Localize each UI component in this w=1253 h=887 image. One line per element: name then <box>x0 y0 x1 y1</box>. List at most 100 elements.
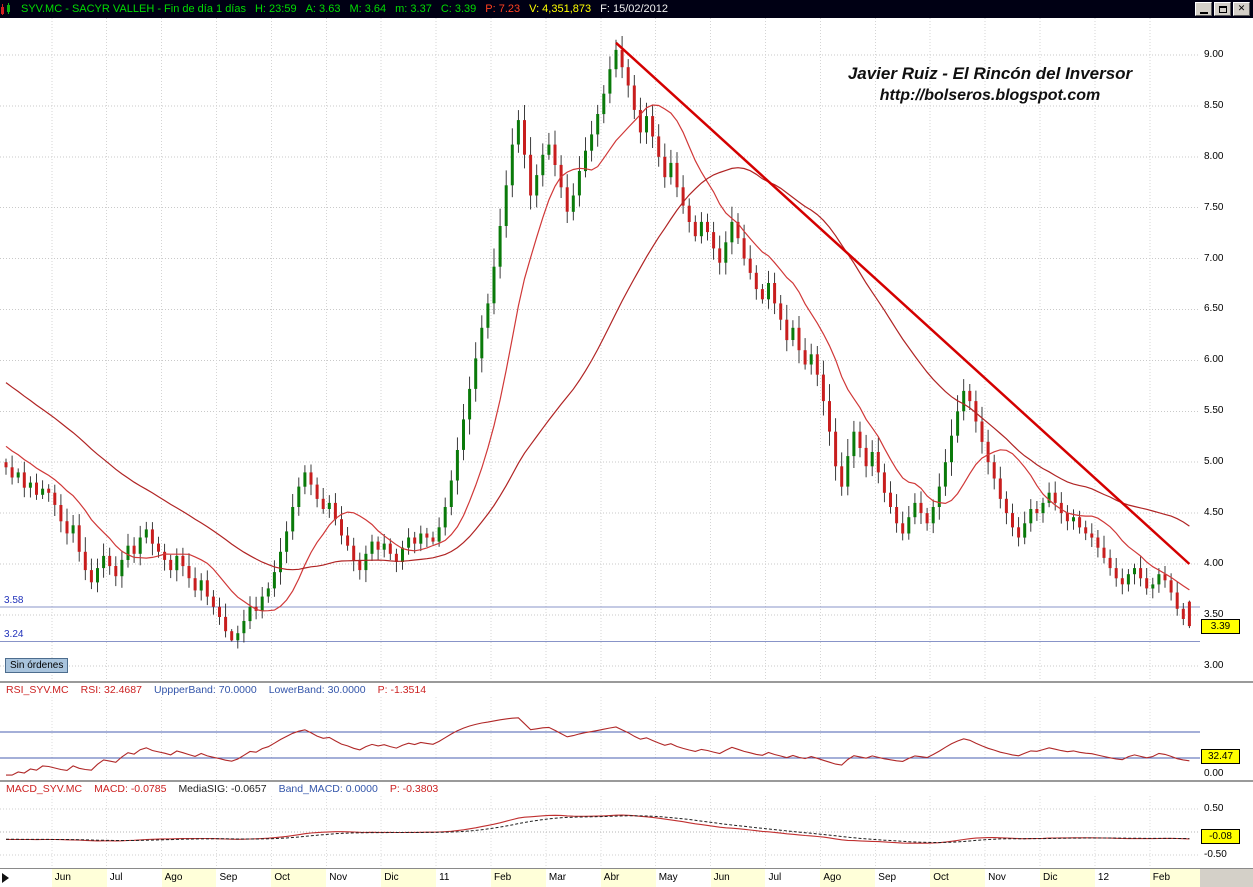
app-icon <box>1 2 16 16</box>
month-label: Jun <box>713 872 730 883</box>
title-segment: M: 3.64 <box>349 3 387 15</box>
month-cell <box>655 869 711 887</box>
macd-axis-label-lower: -0.50 <box>1204 849 1227 860</box>
window-controls: ✕ <box>1195 2 1250 16</box>
month-cell <box>0 869 52 887</box>
price-tick-label: 4.50 <box>1204 507 1224 518</box>
month-cell <box>875 869 931 887</box>
rsi-value-box: 32.47 <box>1201 749 1240 764</box>
time-axis-separator <box>0 868 1253 869</box>
rsi-plot[interactable] <box>0 697 1200 780</box>
price-axis[interactable]: 9.00 8.50 8.00 7.50 7.00 6.50 6.00 5.50 5.00 4.50… <box>1200 18 1253 681</box>
header-segment: LowerBand: 30.0000 <box>268 684 366 696</box>
month-cell <box>545 869 601 887</box>
month-cell <box>381 869 437 887</box>
titlebar[interactable]: SYV.MC - SACYR VALLEH - Fin de día 1 día… <box>0 0 1253 18</box>
header-segment: Band_MACD: 0.0000 <box>278 783 378 795</box>
month-cell <box>710 869 766 887</box>
minimize-icon <box>1199 11 1208 14</box>
title-segment: m: 3.37 <box>395 3 432 15</box>
month-label: Jul <box>109 872 123 883</box>
month-label: Jul <box>768 872 782 883</box>
restore-button[interactable] <box>1214 2 1231 16</box>
price-tick-label: 8.50 <box>1204 100 1224 111</box>
month-cell <box>491 869 546 887</box>
title-segment: SYV.MC - SACYR VALLEH - Fin de día 1 día… <box>21 3 246 15</box>
month-cell <box>106 869 162 887</box>
scroll-arrow-icon[interactable] <box>2 873 9 883</box>
rsi-header: RSI_SYV.MC RSI: 32.4687 UppperBand: 70.000… <box>6 684 438 696</box>
title-segment: C: 3.39 <box>440 3 477 15</box>
title-segment: F: 15/02/2012 <box>600 3 669 15</box>
annotation-url: http://bolseros.blogspot.com <box>879 87 1101 104</box>
title-segment: H: 23:59 <box>254 3 297 15</box>
rsi-axis-label: 0.00 <box>1204 768 1224 779</box>
up-candles <box>16 49 1161 641</box>
price-tick-label: 7.50 <box>1204 202 1224 213</box>
month-label: Sep <box>219 872 238 883</box>
month-label: Nov <box>988 872 1006 883</box>
month-cell <box>820 869 876 887</box>
month-cell <box>161 869 217 887</box>
month-label: Feb <box>1152 872 1171 883</box>
macd-signal-line <box>6 815 1190 843</box>
month-label: Nov <box>329 872 348 883</box>
main-chart-panel: Javier Ruiz - El Rincón del Inversor htt… <box>0 18 1253 681</box>
header-segment: RSI_SYV.MC <box>6 684 69 696</box>
no-orders-button[interactable]: Sin órdenes <box>5 658 69 673</box>
month-label: 12 <box>1097 872 1110 883</box>
month-label: Mar <box>548 872 567 883</box>
price-tick-label: 7.00 <box>1204 253 1224 264</box>
title-segment: A: 3.63 <box>305 3 341 15</box>
month-cell <box>600 869 656 887</box>
trendline <box>615 41 1191 565</box>
month-label: Oct <box>933 872 949 883</box>
support-level-label-358: 3.58 <box>4 595 24 606</box>
month-label: 11 <box>439 872 450 883</box>
month-label: Sep <box>878 872 897 883</box>
restore-icon <box>1218 5 1227 13</box>
minimize-button[interactable] <box>1195 2 1212 16</box>
macd-plot[interactable] <box>0 796 1200 868</box>
header-segment: P: -0.3803 <box>389 783 439 795</box>
month-cell <box>1094 869 1150 887</box>
macd-value-box: -0.08 <box>1201 829 1240 844</box>
month-label: May <box>658 872 678 883</box>
month-label: Abr <box>603 872 620 883</box>
price-tick-label: 5.50 <box>1204 405 1224 416</box>
price-tick-label: 9.00 <box>1204 49 1224 60</box>
month-label: Ago <box>823 872 842 883</box>
month-label: Ago <box>164 872 183 883</box>
month-cell <box>271 869 327 887</box>
rsi-splitter[interactable] <box>0 681 1253 683</box>
close-button[interactable]: ✕ <box>1233 2 1250 16</box>
macd-axis-label-upper: 0.50 <box>1204 803 1224 814</box>
last-price-box: 3.39 <box>1201 619 1240 634</box>
month-cell <box>985 869 1040 887</box>
rsi-axis: 32.47 0.00 <box>1200 683 1253 780</box>
header-segment: P: -1.3514 <box>377 684 427 696</box>
candlestick-plot[interactable] <box>0 18 1200 681</box>
rsi-line <box>6 717 1190 776</box>
annotation-author: Javier Ruiz - El Rincón del Inversor <box>847 64 1133 83</box>
header-segment: RSI: 32.4687 <box>80 684 142 696</box>
macd-splitter[interactable] <box>0 780 1253 782</box>
month-cell <box>216 869 272 887</box>
candles-icon <box>1 2 10 15</box>
month-cell <box>326 869 382 887</box>
rsi-panel: RSI_SYV.MC RSI: 32.4687 UppperBand: 70.000… <box>0 683 1253 780</box>
month-cell <box>765 869 821 887</box>
time-axis[interactable]: Jun Jul Ago Sep Oct Nov Dic 11 Feb Mar Abr May Jun Ju… <box>0 869 1253 887</box>
header-segment: MACD_SYV.MC <box>6 783 83 795</box>
month-cell <box>1040 869 1095 887</box>
moving-average-line <box>5 104 1190 612</box>
month-cell <box>1149 869 1200 887</box>
price-tick-label: 6.00 <box>1204 354 1224 365</box>
price-tick-label: 8.00 <box>1204 151 1224 162</box>
price-tick-label: 4.00 <box>1204 558 1224 569</box>
header-segment: UppperBand: 70.0000 <box>153 684 257 696</box>
macd-panel: MACD_SYV.MC MACD: -0.0785 MediaSIG: -0.065… <box>0 782 1253 868</box>
header-segment: MediaSIG: -0.0657 <box>178 783 267 795</box>
support-level-label-324: 3.24 <box>4 629 24 640</box>
